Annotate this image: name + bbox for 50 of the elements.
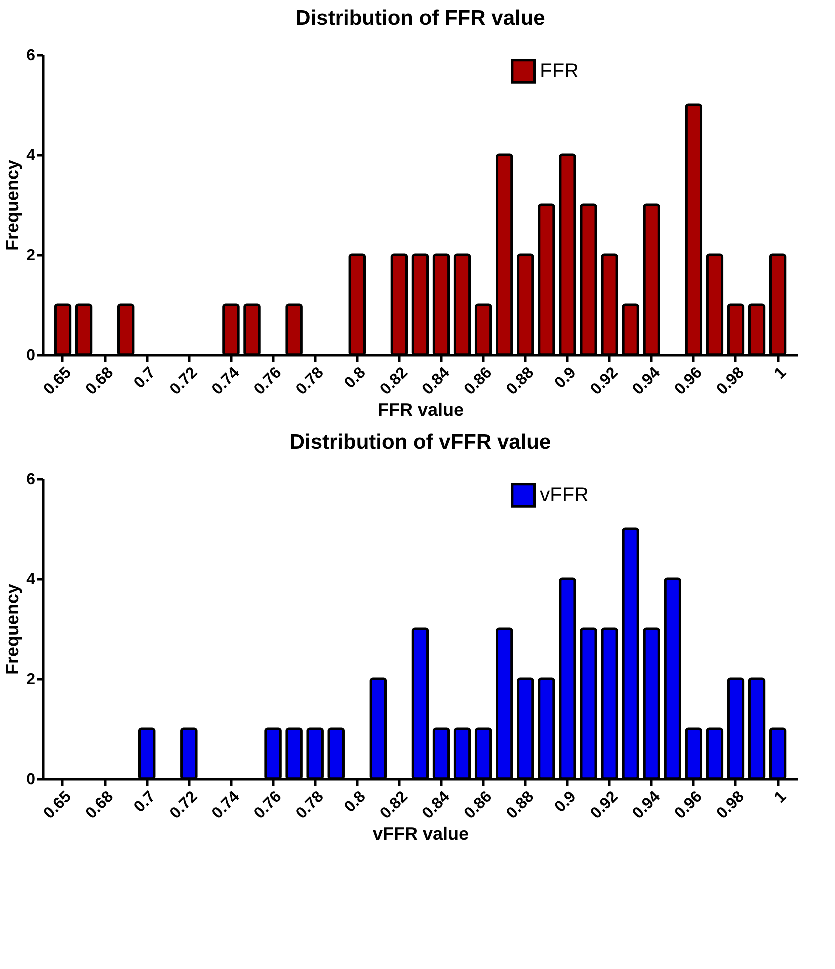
x-tick-label: 0.92 [588, 788, 622, 823]
x-tick-label: 0.68 [83, 364, 118, 399]
y-tick-label: 2 [26, 248, 36, 264]
x-tick-label: 0.68 [83, 788, 118, 823]
chart-title: Distribution of vFFR value [290, 431, 552, 454]
x-tick-label: 0.86 [462, 364, 496, 399]
x-tick-label: 0.94 [630, 788, 664, 823]
x-tick-label: 0.8 [342, 788, 370, 816]
x-tick-label: 1 [772, 788, 790, 807]
x-axis-title: FFR value [378, 400, 464, 420]
y-tick-label: 0 [26, 348, 36, 364]
x-tick-label: 0.88 [504, 364, 538, 399]
x-tick-label: 0.96 [672, 364, 706, 399]
y-tick-label: 0 [26, 772, 36, 788]
x-tick-label: 0.74 [209, 364, 244, 399]
x-tick-label: 0.7 [131, 788, 160, 816]
x-tick-label: 0.72 [167, 788, 202, 823]
y-tick-label: 4 [26, 148, 36, 164]
x-tick-label: 0.86 [462, 788, 496, 823]
y-axis-title: Frequency [2, 160, 23, 252]
x-tick-label: 0.82 [377, 364, 412, 399]
legend-label: FFR [540, 60, 579, 82]
x-tick-label: 0.78 [293, 364, 328, 399]
x-tick-label: 0.84 [420, 364, 454, 399]
x-tick-label: 0.88 [504, 788, 538, 823]
x-axis-title: vFFR value [372, 824, 470, 844]
y-tick-label: 2 [26, 672, 36, 688]
x-tick-label: 0.82 [377, 788, 412, 823]
x-tick-label: 0.74 [209, 788, 244, 823]
y-tick-label: 6 [26, 48, 36, 64]
legend-label: vFFR [540, 484, 589, 506]
x-tick-label: 0.92 [588, 364, 622, 399]
x-tick-label: 0.8 [342, 364, 370, 392]
y-axis-title: Frequency [2, 584, 23, 676]
x-tick-label: 0.76 [251, 788, 286, 823]
y-tick-label: 6 [26, 472, 36, 488]
x-tick-label: 0.96 [672, 788, 706, 823]
x-tick-label: 0.9 [552, 364, 580, 392]
x-tick-label: 0.98 [714, 364, 748, 399]
x-tick-label: 0.76 [251, 364, 286, 399]
chart-title: Distribution of FFR value [296, 7, 546, 30]
x-tick-label: 1 [772, 364, 790, 383]
x-tick-label: 0.98 [714, 788, 748, 823]
x-tick-label: 0.78 [293, 788, 328, 823]
x-tick-label: 0.72 [167, 364, 202, 399]
y-tick-label: 4 [26, 572, 36, 588]
x-tick-label: 0.84 [420, 788, 454, 823]
x-tick-label: 0.7 [131, 364, 160, 392]
x-tick-label: 0.9 [552, 788, 580, 816]
x-tick-label: 0.94 [630, 364, 664, 399]
